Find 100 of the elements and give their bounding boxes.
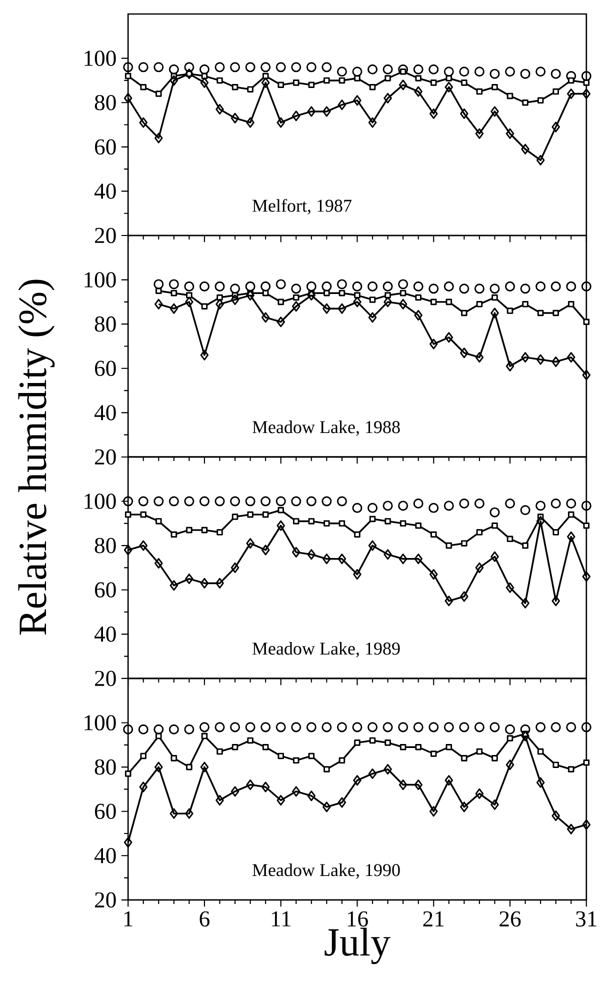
y-tick-label: 100: [84, 494, 116, 509]
point: [444, 722, 454, 732]
point: [368, 768, 376, 779]
point: [246, 780, 254, 790]
point: [308, 752, 314, 760]
x-axis-title: July: [324, 928, 390, 964]
point: [124, 544, 132, 556]
x-tick-label: 26: [499, 911, 520, 927]
point: [307, 290, 316, 301]
point: [415, 75, 422, 82]
point: [290, 62, 301, 72]
point: [520, 730, 530, 742]
point: [520, 284, 530, 294]
point: [398, 500, 408, 511]
point: [475, 562, 484, 573]
y-tick-label: 20: [94, 670, 116, 686]
point: [352, 775, 362, 786]
point: [278, 82, 284, 88]
point: [245, 496, 256, 506]
point: [215, 104, 224, 115]
point: [306, 496, 316, 506]
point: [566, 824, 576, 834]
point: [216, 748, 223, 755]
point: [522, 542, 528, 549]
point: [384, 740, 391, 746]
point: [230, 496, 240, 506]
point: [384, 292, 391, 298]
point: [352, 569, 362, 580]
point: [232, 514, 238, 520]
point: [536, 354, 545, 365]
point: [446, 744, 452, 750]
point: [550, 281, 561, 292]
point: [261, 544, 270, 556]
point: [414, 310, 422, 320]
point: [154, 132, 163, 144]
point: [506, 92, 513, 100]
point: [430, 531, 437, 538]
point: [460, 755, 468, 762]
point: [276, 117, 285, 128]
point: [307, 790, 316, 802]
point: [338, 77, 345, 84]
point: [552, 762, 559, 768]
point: [260, 281, 270, 292]
point: [201, 732, 208, 740]
point: [216, 77, 223, 84]
point: [336, 279, 347, 290]
point: [400, 744, 406, 750]
point: [352, 502, 362, 513]
point: [138, 496, 148, 506]
point: [184, 574, 194, 584]
point: [444, 332, 453, 343]
point: [536, 516, 545, 526]
y-tick-label: 100: [84, 272, 116, 288]
point: [552, 529, 559, 536]
point: [383, 549, 392, 560]
y-tick-label: 60: [94, 582, 116, 598]
point: [475, 352, 484, 363]
point: [367, 64, 378, 74]
point: [307, 106, 316, 117]
point: [460, 310, 468, 316]
point: [428, 64, 438, 74]
point: [444, 596, 453, 606]
point: [400, 520, 406, 527]
point: [262, 511, 269, 518]
point: [384, 75, 391, 82]
point: [352, 296, 362, 308]
point: [170, 755, 177, 762]
point: [230, 786, 239, 797]
point: [292, 301, 300, 312]
point: [168, 496, 179, 506]
point: [260, 496, 270, 506]
point: [276, 316, 285, 328]
point: [490, 722, 500, 732]
point: [232, 84, 238, 90]
point: [520, 352, 530, 363]
point: [261, 77, 270, 88]
point: [474, 722, 484, 732]
point: [122, 62, 133, 72]
point: [491, 294, 498, 301]
point: [535, 66, 546, 77]
point: [122, 724, 133, 734]
point: [382, 500, 393, 511]
point: [460, 591, 468, 602]
point: [154, 558, 163, 569]
point: [552, 122, 560, 132]
point: [458, 66, 469, 77]
x-tick-label: 11: [272, 911, 290, 926]
point: [124, 92, 132, 104]
point: [460, 80, 468, 86]
point: [276, 279, 286, 290]
point: [292, 518, 300, 524]
point: [336, 722, 347, 732]
point: [504, 66, 515, 77]
annotation: Melfort, 1987: [252, 198, 352, 214]
x-tick-label: 1: [124, 911, 132, 926]
point: [413, 498, 424, 508]
point: [124, 72, 132, 80]
point: [245, 62, 256, 72]
point: [552, 310, 559, 316]
point: [444, 500, 454, 511]
